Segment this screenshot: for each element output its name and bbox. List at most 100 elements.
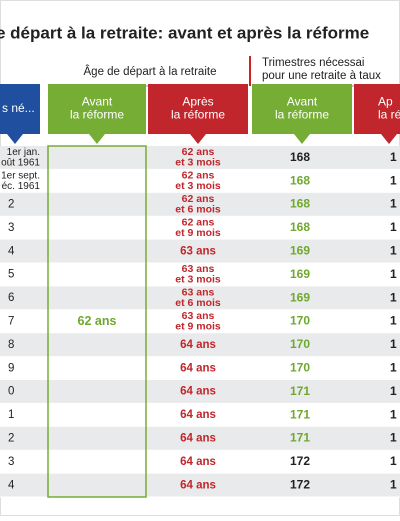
quarters-before: 169 — [290, 243, 310, 257]
age-after: et 3 mois — [175, 180, 221, 192]
group-header: Trimestres nécessai — [262, 57, 364, 69]
quarters-after: 1 — [390, 197, 397, 211]
age-after: et 3 mois — [175, 157, 221, 169]
column-header: Avant — [287, 95, 318, 109]
birth-cell: 1er sept. — [1, 170, 40, 181]
row-stripe — [0, 403, 400, 427]
birth-cell: 8 — [8, 339, 14, 351]
column-header: Avant — [82, 95, 113, 109]
column-header: Après — [182, 95, 213, 109]
birth-cell: 2 — [8, 199, 14, 211]
column-header: la réforme — [275, 108, 329, 122]
birth-cell: 9 — [8, 362, 14, 374]
birth-cell: 1er jan. — [7, 147, 40, 158]
birth-cell: 4 — [8, 479, 15, 491]
row-stripe — [0, 169, 400, 193]
column-header: la réforme — [171, 108, 225, 122]
age-after: 64 ans — [180, 433, 216, 445]
quarters-after: 1 — [390, 314, 397, 328]
group-header: Âge de départ à la retraite — [84, 65, 217, 78]
birth-cell: oût 1961 — [1, 158, 40, 169]
age-after: 63 ans — [182, 310, 215, 322]
merged-cell — [47, 145, 147, 498]
age-after: 62 ans — [182, 170, 215, 182]
row-stripe — [0, 356, 400, 380]
age-after: 63 ans — [182, 287, 215, 299]
column-header-box — [354, 84, 400, 144]
age-after: 64 ans — [180, 479, 216, 491]
row-stripe — [0, 286, 400, 310]
quarters-after: 1 — [390, 337, 397, 351]
quarters-after: 1 — [390, 267, 397, 281]
quarters-after: 1 — [390, 290, 397, 304]
age-after: 62 ans — [182, 193, 215, 205]
birth-cell: éc. 1961 — [2, 181, 41, 192]
age-after: et 6 mois — [175, 297, 221, 309]
quarters-before: 171 — [290, 431, 310, 445]
column-header: s né... — [2, 101, 35, 115]
quarters-before: 170 — [290, 314, 310, 328]
row-stripe — [0, 239, 400, 263]
quarters-after: 1 — [390, 360, 397, 374]
age-after: 63 ans — [182, 263, 215, 275]
age-before: 62 ans — [78, 314, 117, 328]
birth-cell: 3 — [8, 456, 14, 468]
quarters-after: 1 — [390, 220, 397, 234]
quarters-after: 1 — [390, 243, 397, 257]
column-header-box — [148, 84, 248, 144]
title: e départ à la retraite: avant et après l… — [0, 23, 369, 42]
age-after: 62 ans — [182, 146, 215, 158]
row-stripe — [0, 216, 400, 240]
quarters-before: 170 — [290, 337, 310, 351]
birth-cell: 2 — [8, 433, 14, 445]
quarters-before: 168 — [290, 150, 310, 164]
age-after: 63 ans — [180, 245, 216, 257]
birth-cell: 7 — [8, 316, 14, 328]
quarters-before: 168 — [290, 173, 310, 187]
quarters-before: 172 — [290, 477, 310, 491]
age-after: 64 ans — [180, 339, 216, 351]
quarters-before: 169 — [290, 267, 310, 281]
row-stripe — [0, 450, 400, 474]
quarters-before: 169 — [290, 290, 310, 304]
quarters-after: 1 — [390, 173, 397, 187]
age-after: 64 ans — [180, 362, 216, 374]
row-stripe — [0, 473, 400, 497]
column-header: Ap — [378, 95, 393, 109]
column-header-box — [48, 84, 146, 144]
row-stripe — [0, 426, 400, 451]
quarters-after: 1 — [390, 150, 397, 164]
age-after: 64 ans — [180, 456, 216, 468]
column-header-box — [0, 84, 40, 144]
birth-cell: 1 — [8, 409, 14, 421]
row-stripe — [0, 309, 400, 334]
quarters-before: 172 — [290, 454, 310, 468]
quarters-after: 1 — [390, 431, 397, 445]
age-after: et 9 mois — [175, 227, 221, 239]
quarters-after: 1 — [390, 454, 397, 468]
age-after: 64 ans — [180, 409, 216, 421]
quarters-before: 168 — [290, 197, 310, 211]
quarters-after: 1 — [390, 477, 397, 491]
birth-cell: 0 — [8, 386, 14, 398]
quarters-before: 171 — [290, 407, 310, 421]
row-stripe — [0, 380, 400, 404]
birth-cell: 5 — [8, 269, 14, 281]
age-after: et 9 mois — [175, 321, 221, 333]
age-after: et 6 mois — [175, 204, 221, 216]
age-after: 64 ans — [180, 386, 216, 398]
quarters-before: 170 — [290, 360, 310, 374]
column-header-box — [252, 84, 352, 144]
row-stripe — [0, 333, 400, 357]
row-stripe — [0, 263, 400, 287]
quarters-after: 1 — [390, 407, 397, 421]
birth-cell: 4 — [8, 245, 15, 257]
birth-cell: 3 — [8, 222, 14, 234]
age-after: 62 ans — [182, 216, 215, 228]
row-stripe — [0, 192, 400, 217]
birth-cell: 6 — [8, 292, 14, 304]
group-header: pour une retraite à taux — [262, 70, 381, 82]
quarters-before: 171 — [290, 384, 310, 398]
